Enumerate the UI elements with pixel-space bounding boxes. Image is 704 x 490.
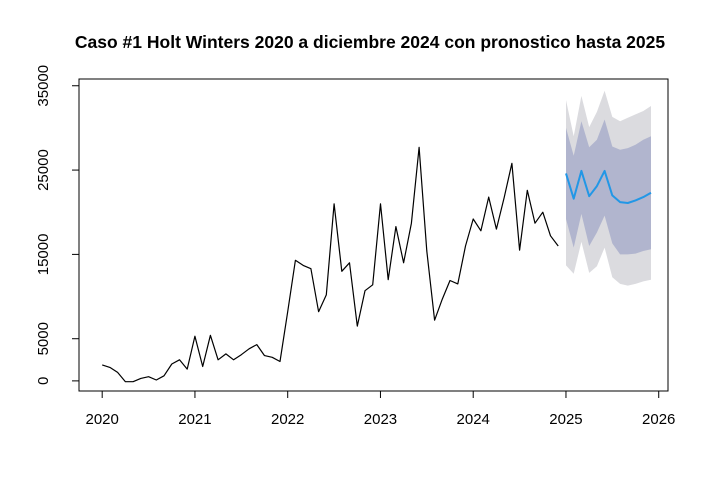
- x-tick-label: 2024: [457, 411, 490, 428]
- chart-title: Caso #1 Holt Winters 2020 a diciembre 20…: [75, 32, 665, 52]
- x-tick-label: 2022: [271, 411, 304, 428]
- x-axis: 2020 2021 2022 2023 2024 2025 2026: [86, 390, 675, 428]
- prediction-intervals: [566, 90, 651, 286]
- y-tick-label: 25000: [35, 149, 52, 191]
- y-tick-label: 15000: [35, 234, 52, 276]
- x-tick-label: 2020: [86, 411, 119, 428]
- x-tick-label: 2021: [178, 411, 211, 428]
- y-tick-label: 0: [35, 377, 52, 385]
- forecast-series-line: [565, 169, 652, 204]
- series-lines: [102, 146, 652, 383]
- y-axis: 0 5000 15000 25000 35000: [35, 65, 80, 385]
- interval-80-band: [566, 119, 651, 255]
- y-tick-label: 35000: [35, 65, 52, 107]
- x-tick-label: 2025: [549, 411, 582, 428]
- x-tick-label: 2026: [642, 411, 675, 428]
- x-tick-label: 2023: [364, 411, 397, 428]
- y-tick-label: 5000: [35, 322, 52, 355]
- observed-series-line: [102, 146, 559, 383]
